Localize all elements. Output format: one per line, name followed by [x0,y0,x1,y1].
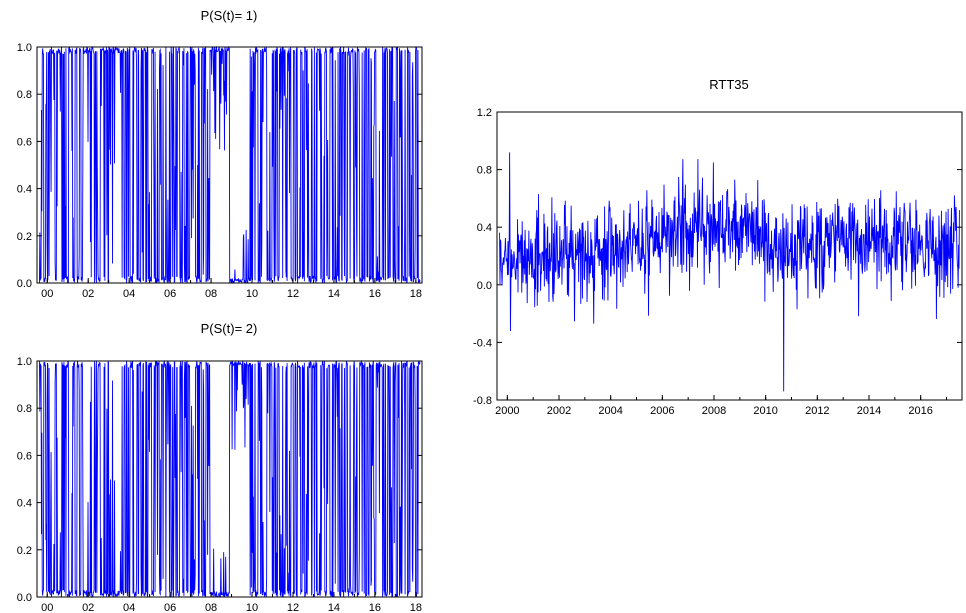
x-tick-label: 2008 [702,405,726,417]
chart-title: P(S(t)= 1) [201,8,258,23]
x-tick-label: 08 [205,602,217,613]
y-tick-label: 0.8 [17,89,32,101]
x-tick-label: 08 [205,288,217,300]
x-tick-label: 12 [287,288,299,300]
x-tick-label: 04 [123,602,135,613]
y-tick-label: 1.2 [477,107,492,119]
y-tick-label: 0.6 [17,450,32,462]
series-line [39,361,420,597]
y-tick-label: 0.0 [477,280,492,292]
chart-panel-prob-state-1: P(S(t)= 1) 0.0 0.2 0.4 0.6 0.8 1.0 00 02 04 06 08 1… [17,8,422,300]
chart-title: P(S(t)= 2) [201,321,258,336]
x-tick-label: 12 [287,602,299,613]
x-tick-label: 2002 [547,405,571,417]
y-tick-label: 0.4 [17,498,32,510]
series-line [39,47,420,283]
x-tick-label: 18 [410,288,422,300]
x-tick-label: 18 [410,602,422,613]
y-tick-label: 0.8 [477,165,492,177]
x-tick-label: 06 [164,288,176,300]
y-tick-label: 0.6 [17,136,32,148]
y-tick-label: -0.4 [473,337,492,349]
x-tick-label: 14 [328,602,340,613]
y-tick-label: 0.0 [17,278,32,290]
y-tick-label: 0.2 [17,545,32,557]
x-tick-label: 2000 [495,405,519,417]
y-tick-label: 0.4 [477,222,492,234]
x-tick-label: 16 [369,602,381,613]
chart-panel-rtt35: RTT35 -0.8 -0.4 0.0 0.4 0.8 1.2 2000 2002 2004 20… [473,77,962,417]
x-tick-label: 2014 [857,405,881,417]
x-tick-label: 02 [82,288,94,300]
x-tick-label: 2016 [908,405,932,417]
y-tick-label: 0.8 [17,403,32,415]
x-tick-label: 02 [82,602,94,613]
x-tick-label: 2006 [650,405,674,417]
x-tick-label: 00 [41,288,53,300]
x-tick-label: 2012 [805,405,829,417]
y-tick-label: 0.0 [17,592,32,604]
chart-title: RTT35 [709,77,749,92]
x-tick-label: 2010 [753,405,777,417]
x-tick-label: 04 [123,288,135,300]
y-tick-label: 0.2 [17,231,32,243]
y-tick-label: -0.8 [473,395,492,407]
series-line [500,152,960,391]
x-tick-label: 00 [41,602,53,613]
x-tick-label: 10 [246,288,258,300]
x-tick-label: 06 [164,602,176,613]
y-tick-label: 1.0 [17,42,32,54]
chart-panel-prob-state-2: P(S(t)= 2) 0.0 0.2 0.4 0.6 0.8 1.0 00 02 04 06 08 1… [17,321,422,613]
x-tick-label: 16 [369,288,381,300]
y-tick-label: 0.4 [17,184,32,196]
x-tick-label: 2004 [598,405,622,417]
x-tick-label: 10 [246,602,258,613]
y-tick-label: 1.0 [17,356,32,368]
x-tick-label: 14 [328,288,340,300]
